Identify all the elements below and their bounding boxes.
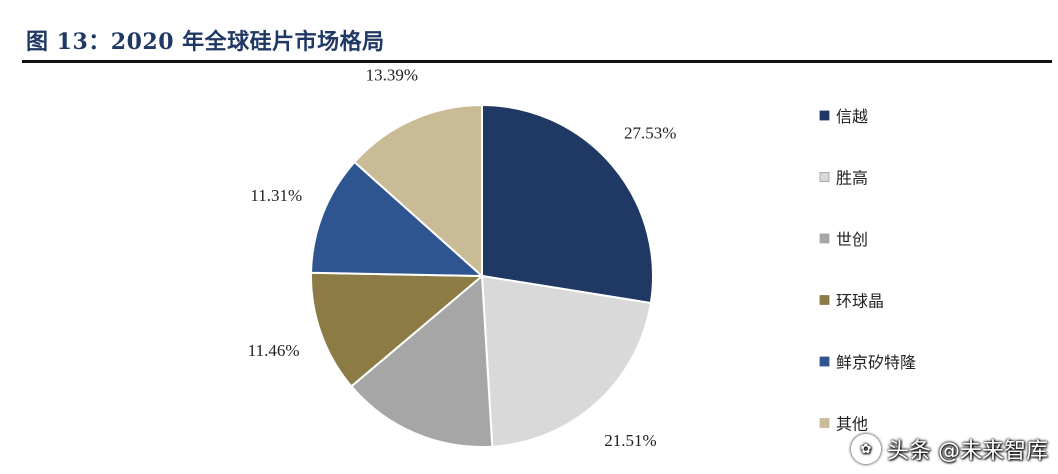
pie-slice-1 [480,274,652,448]
pie-slices [310,103,654,449]
legend-swatch-2 [819,233,830,244]
watermark-text: 头条 @未来智库 [887,439,1048,464]
legend-swatch-3 [819,295,830,305]
wechat-icon: ✿ [851,434,881,464]
pie-slice-5 [353,103,483,279]
legend-swatch-1 [819,172,830,182]
chart-title: 图 13：2020 年全球硅片市场格局 [26,29,385,55]
slice-label-3: 11.46% [248,341,300,360]
slice-label-1: 21.51% [604,431,656,450]
pie-slice-4 [310,160,485,278]
title-divider [22,60,1052,63]
legend-swatch-4 [819,356,830,367]
pie-slice-0 [481,103,654,305]
pie-slice-3 [310,271,485,388]
slice-label-0: 27.53% [624,124,676,143]
legend-label-0: 信越 [836,107,868,126]
watermark: ✿ 头条 @未来智库 [851,432,1048,466]
pie-slice-2 [349,273,494,449]
legend-label-5: 其他 [836,415,868,434]
legend-label-4: 鲜京矽特隆 [836,353,916,372]
slice-label-2: 14.80% [369,470,421,474]
legend-swatch-0 [819,110,830,121]
pie-labels: 27.53% 21.51% 14.80% 11.46% 11.31% 13.39% [248,65,677,474]
slice-label-5: 13.39% [366,65,418,84]
slice-label-4: 11.31% [250,186,302,205]
legend-label-2: 世创 [836,230,868,249]
legend-label-1: 胜高 [836,169,868,188]
legend-swatch-5 [819,418,830,428]
legend-label-3: 环球晶 [836,292,884,311]
